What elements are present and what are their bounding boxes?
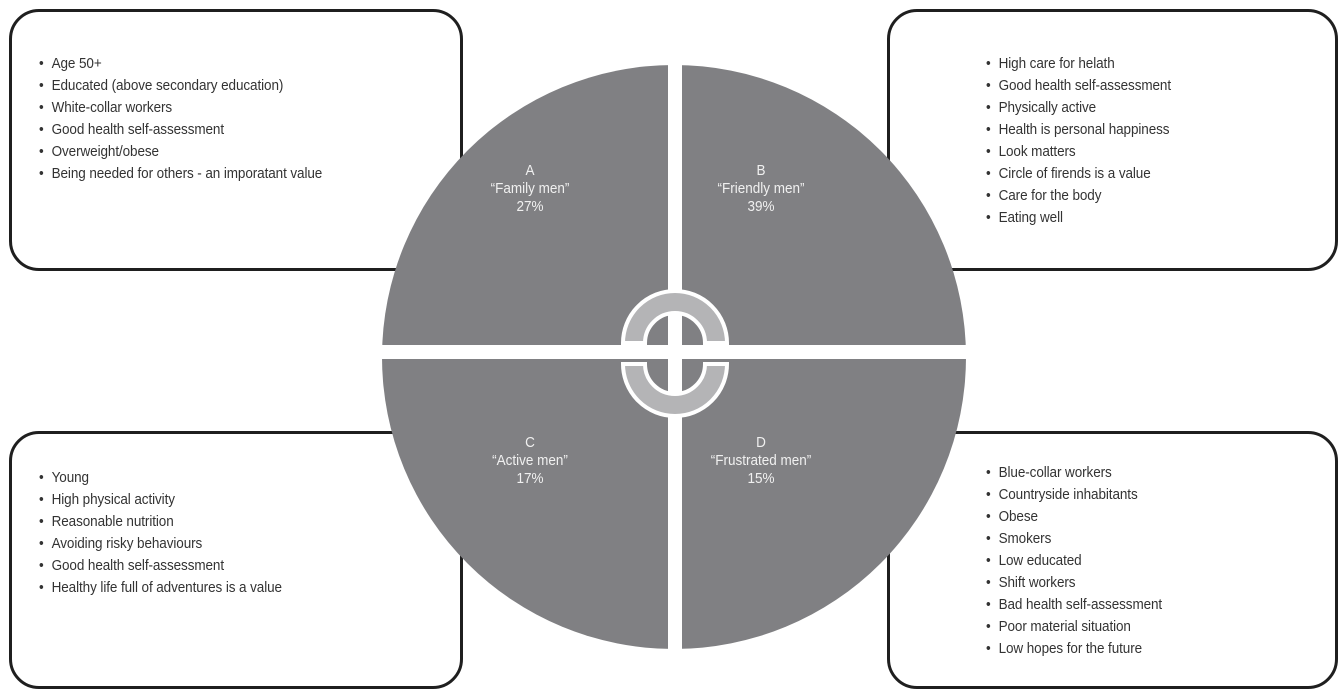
segment-d-traits-box: Blue-collar workers Countryside inhabita… [887, 431, 1338, 689]
trait-item: Shift workers [986, 572, 1162, 594]
trait-item: Age 50+ [39, 53, 322, 75]
trait-item: Good health self-assessment [986, 75, 1172, 97]
segment-b-percent: 39% [747, 198, 775, 215]
trait-item: Physically active [986, 97, 1171, 119]
horizontal-divider [378, 345, 971, 359]
trait-item: Educated (above secondary education) [39, 75, 322, 97]
trait-item: White-collar workers [39, 97, 322, 119]
segment-a-label: A “Family men” 27% [454, 162, 607, 216]
segment-c-name: “Active men” [492, 452, 568, 469]
segment-c-label: C “Active men” 17% [454, 434, 607, 488]
trait-item: Countryside inhabitants [986, 484, 1162, 506]
trait-item: Look matters [986, 141, 1171, 163]
segment-c-traits-box: Young High physical activity Reasonable … [9, 431, 463, 689]
trait-item: Smokers [986, 528, 1162, 550]
trait-item: High physical activity [39, 489, 282, 511]
segment-c-percent: 17% [516, 470, 544, 487]
trait-item: Bad health self-assessment [986, 594, 1163, 616]
upper-ring-arc [620, 289, 730, 345]
trait-item: Low hopes for the future [986, 638, 1162, 660]
segment-a-percent: 27% [516, 198, 544, 215]
segment-b-traits-list: High care for helath Good health self-as… [986, 53, 1172, 229]
segment-b-traits-box: High care for helath Good health self-as… [887, 9, 1338, 271]
segment-c-traits-list: Young High physical activity Reasonable … [39, 467, 282, 599]
trait-item: Healthy life full of adventures is a val… [39, 577, 282, 599]
segment-b-name: “Friendly men” [717, 180, 805, 197]
segment-d-label: D “Frustrated men” 15% [685, 434, 838, 488]
trait-item: Poor material situation [986, 616, 1162, 638]
trait-item: Reasonable nutrition [39, 511, 282, 533]
trait-item: Health is personal happiness [986, 119, 1171, 141]
segment-a-traits-list: Age 50+ Educated (above secondary educat… [39, 53, 323, 185]
trait-item: Eating well [986, 207, 1171, 229]
segment-c-letter: C [525, 434, 535, 451]
trait-item: Care for the body [986, 185, 1171, 207]
trait-item: High care for helath [986, 53, 1171, 75]
trait-item: Low educated [986, 550, 1162, 572]
trait-item: Young [39, 467, 282, 489]
trait-item: Overweight/obese [39, 141, 322, 163]
trait-item: Good health self-assessment [39, 119, 322, 141]
segment-d-percent: 15% [747, 470, 775, 487]
trait-item: Blue-collar workers [986, 462, 1162, 484]
segment-b-label: B “Friendly men” 39% [685, 162, 838, 216]
lower-ring-arc [620, 362, 730, 418]
segment-a-name: “Family men” [490, 180, 570, 197]
segment-a-traits-box: Age 50+ Educated (above secondary educat… [9, 9, 463, 271]
trait-item: Good health self-assessment [39, 555, 282, 577]
trait-item: Being needed for others - an imporatant … [39, 163, 323, 185]
segment-d-traits-list: Blue-collar workers Countryside inhabita… [986, 462, 1163, 660]
segment-d-name: “Frustrated men” [710, 452, 812, 469]
segment-b-letter: B [756, 162, 766, 179]
segment-d-letter: D [756, 434, 766, 451]
trait-item: Circle of firends is a value [986, 163, 1171, 185]
trait-item: Obese [986, 506, 1162, 528]
segment-a-letter: A [525, 162, 535, 179]
trait-item: Avoiding risky behaviours [39, 533, 282, 555]
